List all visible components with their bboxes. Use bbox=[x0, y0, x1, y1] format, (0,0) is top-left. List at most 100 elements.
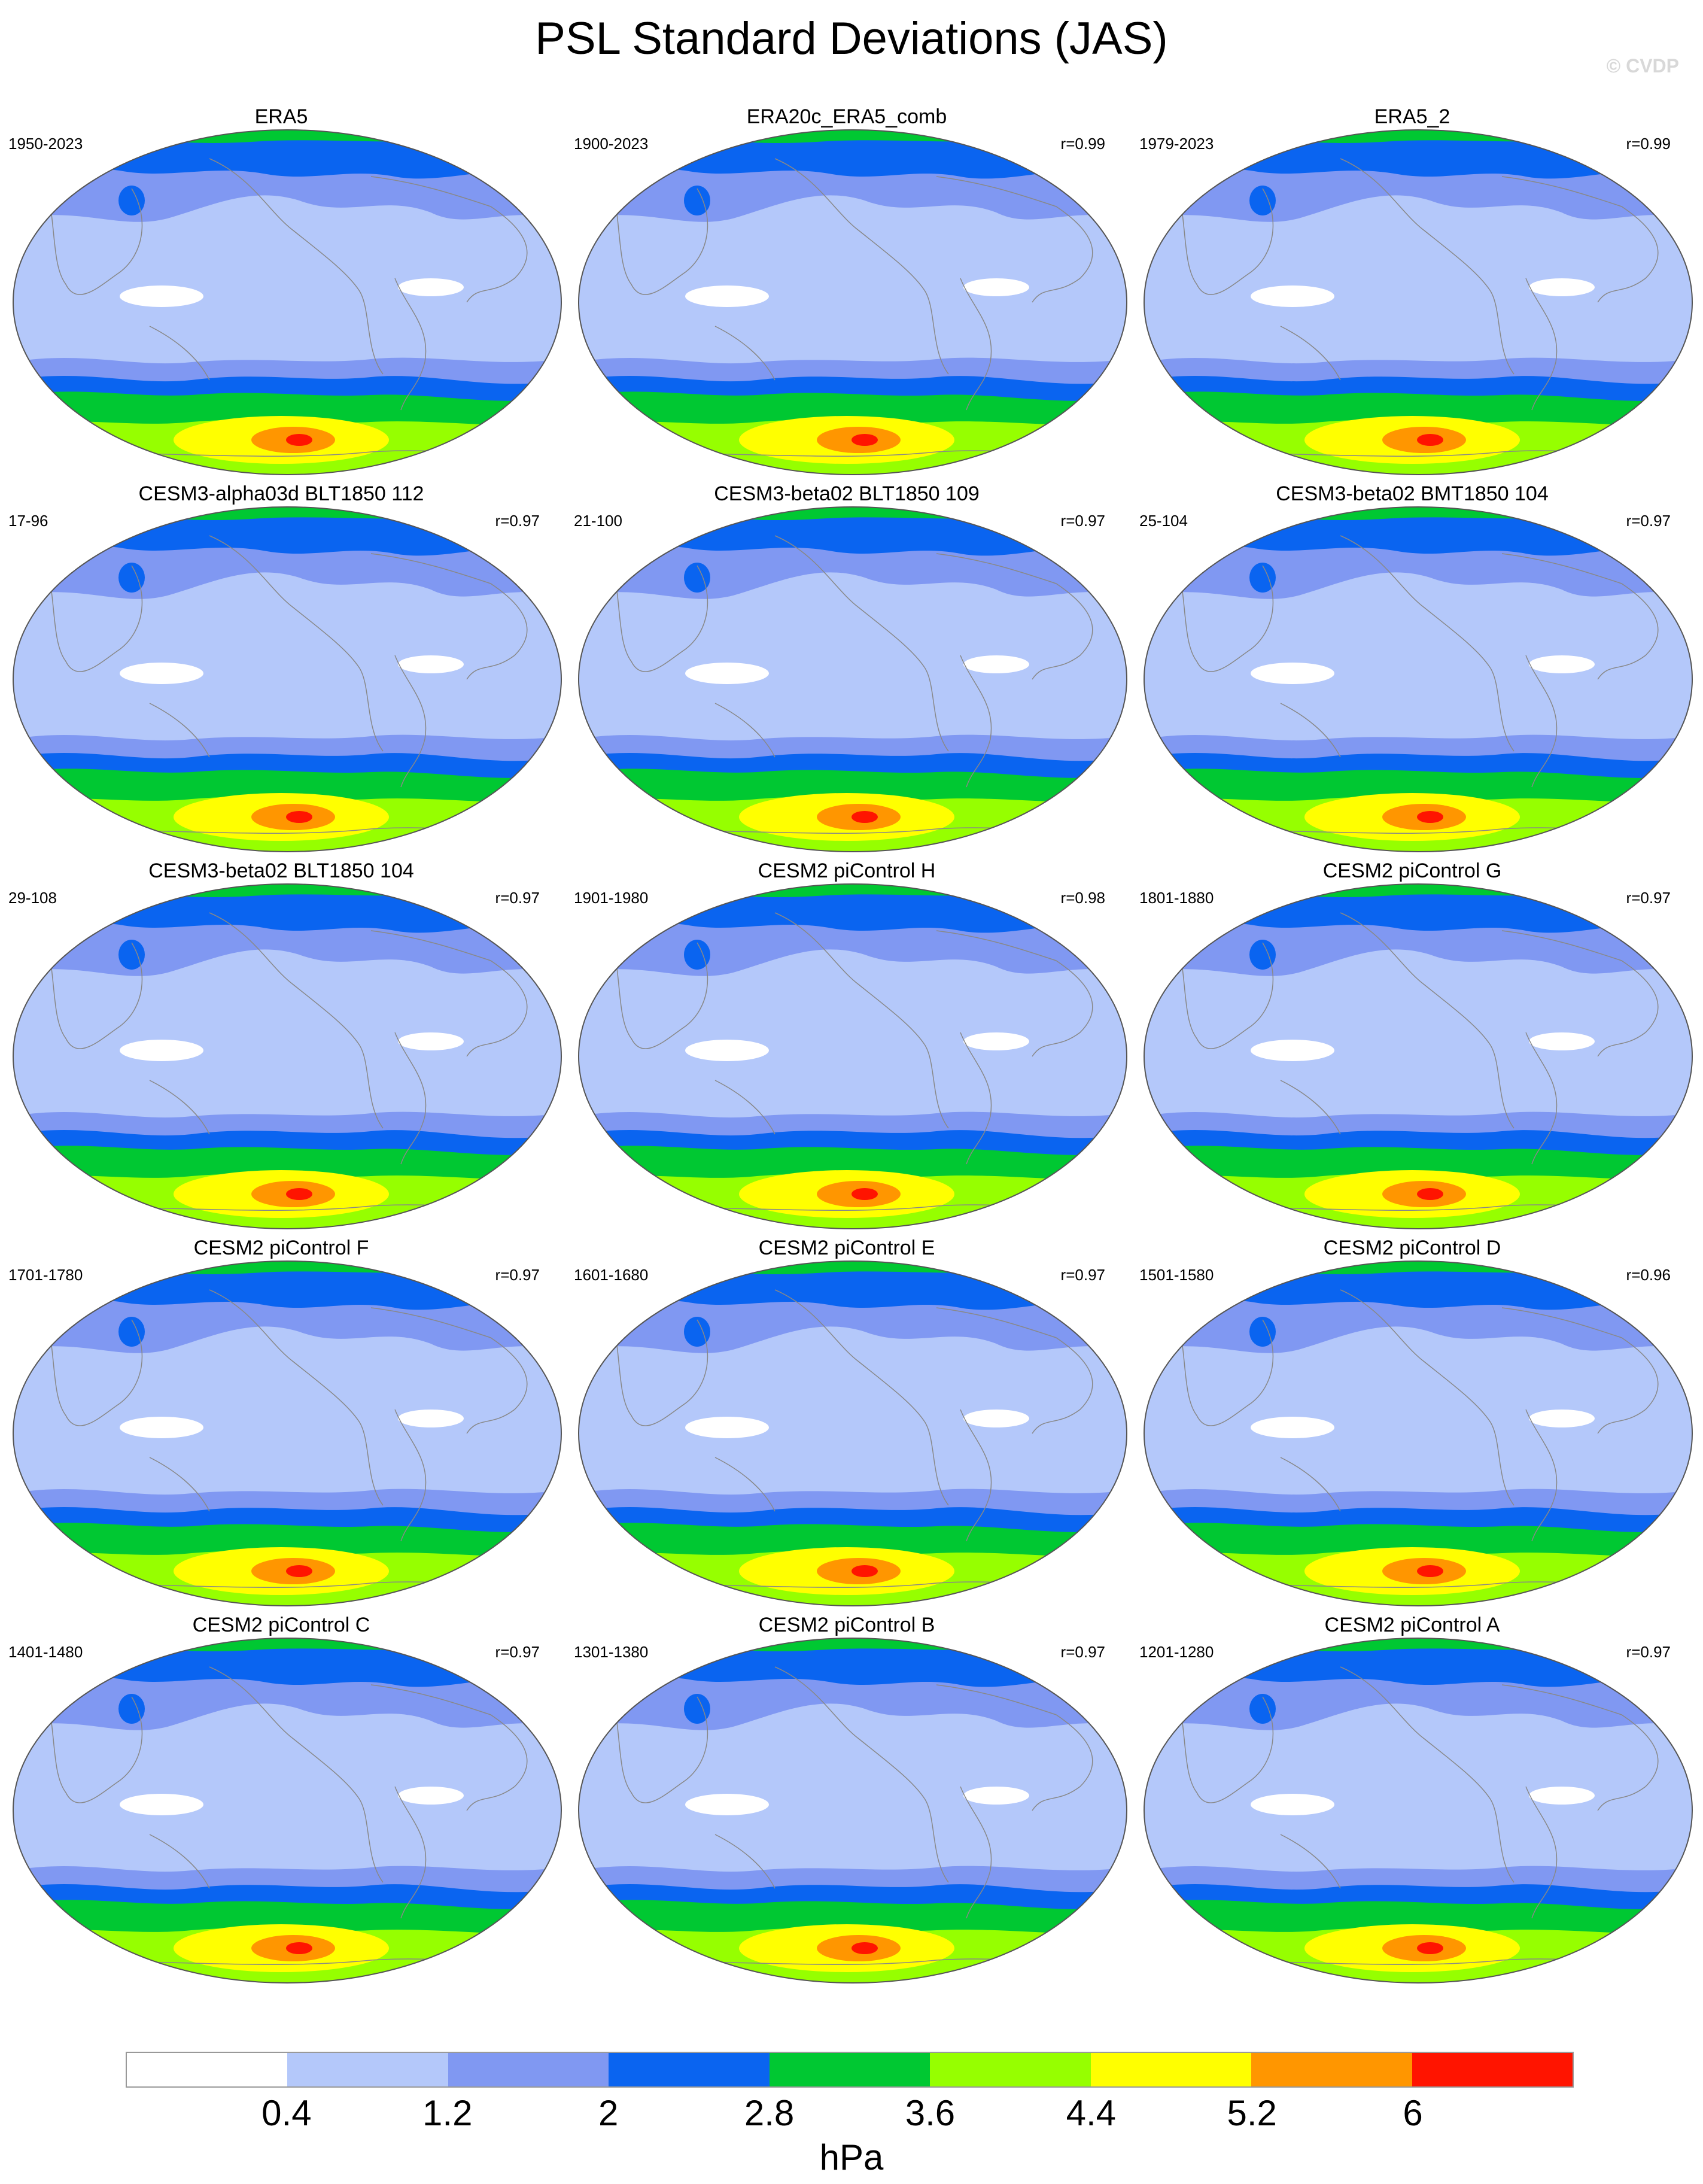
panel-period: 1900-2023 bbox=[574, 135, 649, 153]
south-level-8 bbox=[286, 1942, 312, 1954]
map-border bbox=[13, 1638, 562, 1983]
tropical-min-east bbox=[963, 1410, 1029, 1427]
north-pacific-max bbox=[684, 186, 710, 215]
south-level-8 bbox=[1417, 1942, 1443, 1954]
robinson-map bbox=[1144, 883, 1693, 1229]
tropical-min-east bbox=[1529, 278, 1595, 296]
map-panel: CESM2 piControl D 1501-1580 r=0.96 bbox=[1131, 1236, 1693, 1607]
map-panel: ERA5 1950-2023 bbox=[0, 105, 562, 476]
south-level-8 bbox=[852, 434, 878, 446]
colorbar-tick-label: 2.8 bbox=[744, 2093, 795, 2133]
tropical-min-east bbox=[963, 1032, 1029, 1050]
map-border bbox=[1144, 1260, 1693, 1606]
tropical-min-west bbox=[120, 285, 203, 307]
north-pacific-max bbox=[1249, 563, 1276, 593]
north-pacific-max bbox=[1249, 940, 1276, 970]
panel-correlation: r=0.97 bbox=[1626, 512, 1671, 530]
tropical-min-east bbox=[1529, 1787, 1595, 1805]
tropical-min-east bbox=[1529, 655, 1595, 673]
colorbar-tick-label: 5.2 bbox=[1227, 2093, 1277, 2133]
robinson-map bbox=[578, 129, 1127, 475]
map-border bbox=[578, 1638, 1127, 1983]
panel-period: 1801-1880 bbox=[1139, 889, 1214, 907]
panel-correlation: r=0.97 bbox=[1626, 889, 1671, 907]
robinson-map bbox=[578, 883, 1127, 1229]
colorbar-box bbox=[1412, 2053, 1573, 2086]
map-border bbox=[1144, 1638, 1693, 1983]
map-border bbox=[1144, 129, 1693, 475]
map-border bbox=[13, 129, 562, 475]
tropical-min-west bbox=[685, 1794, 769, 1815]
colorbar-units: hPa bbox=[819, 2137, 884, 2177]
map-panel: CESM2 piControl E 1601-1680 r=0.97 bbox=[565, 1236, 1128, 1607]
colorbar bbox=[126, 2052, 1574, 2088]
tropical-min-west bbox=[685, 663, 769, 684]
tropical-min-east bbox=[398, 1032, 464, 1050]
south-level-8 bbox=[286, 434, 312, 446]
colorbar-tick-label: 4.4 bbox=[1066, 2093, 1117, 2133]
panel-correlation: r=0.97 bbox=[495, 1266, 540, 1284]
robinson-map bbox=[13, 883, 562, 1229]
colorbar-box bbox=[287, 2053, 448, 2086]
tropical-min-east bbox=[963, 655, 1029, 673]
robinson-map bbox=[1144, 1638, 1693, 1983]
tropical-min-east bbox=[963, 278, 1029, 296]
panel-title: ERA5_2 bbox=[1374, 105, 1450, 128]
panel-title: CESM3-beta02 BLT1850 104 bbox=[148, 859, 414, 882]
panel-title: CESM2 piControl G bbox=[1322, 859, 1502, 882]
map-border bbox=[578, 1260, 1127, 1606]
panel-period: 1201-1280 bbox=[1139, 1643, 1214, 1661]
map-panel: CESM3-beta02 BMT1850 104 25-104 r=0.97 bbox=[1131, 482, 1693, 853]
panel-period: 1401-1480 bbox=[8, 1643, 83, 1661]
panel-period: 1601-1680 bbox=[574, 1266, 649, 1284]
panel-title: CESM2 piControl E bbox=[758, 1237, 935, 1259]
tropical-min-west bbox=[120, 663, 203, 684]
map-border bbox=[1144, 883, 1693, 1229]
panel-period: 1701-1780 bbox=[8, 1266, 83, 1284]
map-border bbox=[578, 506, 1127, 852]
robinson-map bbox=[1144, 1260, 1693, 1606]
tropical-min-west bbox=[685, 1040, 769, 1061]
tropical-min-west bbox=[685, 285, 769, 307]
robinson-map bbox=[578, 1638, 1127, 1983]
robinson-map bbox=[13, 506, 562, 852]
panel-title: CESM2 piControl D bbox=[1323, 1237, 1501, 1259]
panel-title: CESM3-beta02 BLT1850 109 bbox=[714, 482, 980, 505]
panel-correlation: r=0.97 bbox=[1060, 512, 1105, 530]
map-panel: CESM2 piControl G 1801-1880 r=0.97 bbox=[1131, 859, 1693, 1230]
panel-title: CESM2 piControl A bbox=[1324, 1614, 1500, 1636]
tropical-min-west bbox=[1251, 285, 1334, 307]
coastlines bbox=[1144, 912, 1692, 1214]
panel-period: 17-96 bbox=[8, 512, 48, 530]
panel-correlation: r=0.97 bbox=[1060, 1643, 1105, 1661]
north-pacific-max bbox=[1249, 1317, 1276, 1347]
south-level-8 bbox=[852, 811, 878, 823]
south-level-8 bbox=[286, 811, 312, 823]
panel-title: CESM2 piControl C bbox=[192, 1614, 370, 1636]
north-pacific-max bbox=[1249, 186, 1276, 215]
south-level-8 bbox=[1417, 811, 1443, 823]
robinson-map bbox=[13, 1638, 562, 1983]
colorbar-box bbox=[1090, 2053, 1252, 2086]
tropical-min-west bbox=[1251, 1040, 1334, 1061]
panel-correlation: r=0.97 bbox=[495, 1643, 540, 1661]
north-pacific-max bbox=[118, 1317, 145, 1347]
south-level-8 bbox=[852, 1188, 878, 1200]
panel-period: 21-100 bbox=[574, 512, 622, 530]
map-border bbox=[13, 883, 562, 1229]
south-level-8 bbox=[1417, 1188, 1443, 1200]
robinson-map bbox=[578, 1260, 1127, 1606]
north-pacific-max bbox=[684, 563, 710, 593]
tropical-min-west bbox=[120, 1040, 203, 1061]
panel-title: CESM2 piControl H bbox=[758, 859, 936, 882]
colorbar-box bbox=[448, 2053, 609, 2086]
map-border bbox=[578, 883, 1127, 1229]
map-panel: CESM3-beta02 BLT1850 109 21-100 r=0.97 bbox=[565, 482, 1128, 853]
panel-period: 1501-1580 bbox=[1139, 1266, 1214, 1284]
panel-period: 1901-1980 bbox=[574, 889, 649, 907]
panel-title: CESM2 piControl F bbox=[193, 1237, 369, 1259]
south-level-8 bbox=[286, 1565, 312, 1577]
robinson-map bbox=[1144, 506, 1693, 852]
map-panel: CESM2 piControl H 1901-1980 r=0.98 bbox=[565, 859, 1128, 1230]
colorbar-box bbox=[127, 2053, 288, 2086]
